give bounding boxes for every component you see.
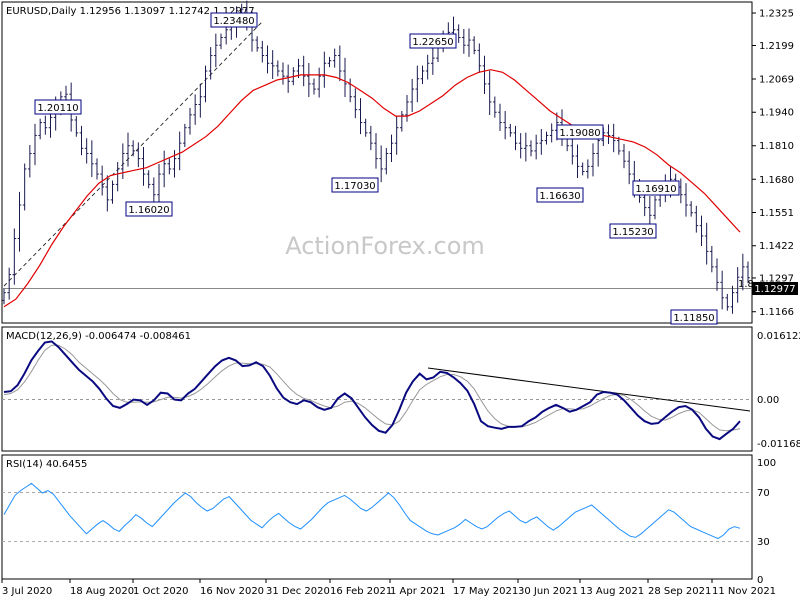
x-tick-label: 17 May 2021	[453, 586, 518, 597]
y-tick-label: 1.2199	[759, 41, 794, 52]
svg-text:1.16020: 1.16020	[128, 205, 169, 216]
price-label-1.16910: 1.16910	[632, 180, 680, 196]
price-label-1.11850: 1.11850	[670, 309, 718, 325]
svg-text:1.15230: 1.15230	[612, 227, 653, 238]
x-tick-label: 30 Jun 2021	[518, 586, 578, 597]
y-tick-label: 1.1166	[759, 307, 794, 318]
x-tick-label: 3 Jul 2020	[2, 586, 52, 597]
price-label-1.15230: 1.15230	[609, 223, 657, 239]
price-label-1.23480: 1.23480	[210, 12, 258, 28]
y-tick-label: 1.1422	[759, 241, 794, 252]
y-tick-label: 1.2069	[759, 74, 794, 85]
svg-text:1.23480: 1.23480	[213, 16, 254, 27]
rsi-line	[3, 482, 741, 540]
x-tick-label: 16 Feb 2021	[330, 586, 392, 597]
macd-tick-max: 0.016122	[757, 331, 800, 342]
svg-text:1.16630: 1.16630	[539, 191, 580, 202]
x-tick-label: 28 Sep 2021	[648, 586, 711, 597]
macd-tick-zero: 0.00	[757, 395, 779, 406]
price-badge-bg	[752, 282, 798, 295]
rsi-title: RSI(14) 40.6455	[6, 459, 87, 470]
right-edge-text: 1.8	[738, 279, 754, 290]
y-tick-label: 1.1297	[759, 273, 794, 284]
moving-average-line	[3, 69, 741, 308]
price-label-1.22650: 1.22650	[409, 33, 457, 49]
main-y-axis: 1.2325 1.2199 1.2069 1.1940 1.1810 1.1680 1.15…	[752, 9, 794, 318]
main-chart-title: EURUSD,Daily 1.12956 1.13097 1.12742 1.1…	[6, 6, 255, 17]
macd-panel-frame	[1, 326, 753, 452]
rsi-tick-70: 70	[757, 488, 770, 499]
watermark: ActionForex.com	[285, 232, 485, 260]
x-tick-label: 1 Apr 2021	[390, 586, 445, 597]
price-bars	[2, 0, 750, 314]
svg-text:1.19080: 1.19080	[559, 128, 600, 139]
svg-text:1.22650: 1.22650	[412, 37, 453, 48]
y-tick-label: 1.1680	[759, 175, 794, 186]
svg-text:1.17030: 1.17030	[334, 181, 375, 192]
rsi-panel-frame	[1, 454, 753, 580]
macd-signal-line	[3, 344, 741, 432]
x-tick-label: 11 Nov 2021	[712, 586, 776, 597]
price-label-1.16630: 1.16630	[536, 187, 584, 203]
svg-text:1.11850: 1.11850	[673, 313, 714, 324]
macd-trend-line	[427, 367, 751, 412]
y-tick-label: 1.1551	[759, 208, 794, 219]
x-tick-label: 1 Oct 2020	[133, 586, 188, 597]
svg-text:1.16910: 1.16910	[635, 184, 676, 195]
price-label-1.20110: 1.20110	[34, 99, 82, 115]
rsi-tick-30: 30	[757, 537, 770, 548]
rsi-tick-0: 0	[757, 575, 763, 586]
x-tick-label: 16 Nov 2020	[200, 586, 264, 597]
x-tick-label: 31 Dec 2020	[266, 586, 330, 597]
price-label-1.16020: 1.16020	[125, 201, 173, 217]
price-label-1.19080: 1.19080	[556, 124, 604, 140]
rsi-tick-100: 100	[757, 458, 776, 469]
main-panel-frame	[1, 1, 753, 324]
macd-title: MACD(12,26,9) -0.006474 -0.008461	[6, 331, 191, 342]
y-tick-label: 1.1940	[759, 108, 794, 119]
svg-text:1.20110: 1.20110	[37, 103, 78, 114]
macd-line	[3, 340, 741, 441]
y-tick-label: 1.1810	[759, 141, 794, 152]
x-tick-label: 18 Aug 2020	[70, 586, 134, 597]
y-tick-label: 1.2325	[759, 9, 794, 20]
price-label-1.17030: 1.17030	[331, 177, 379, 193]
x-tick-label: 13 Aug 2021	[580, 586, 644, 597]
price-badge: 1.12977	[754, 284, 795, 295]
